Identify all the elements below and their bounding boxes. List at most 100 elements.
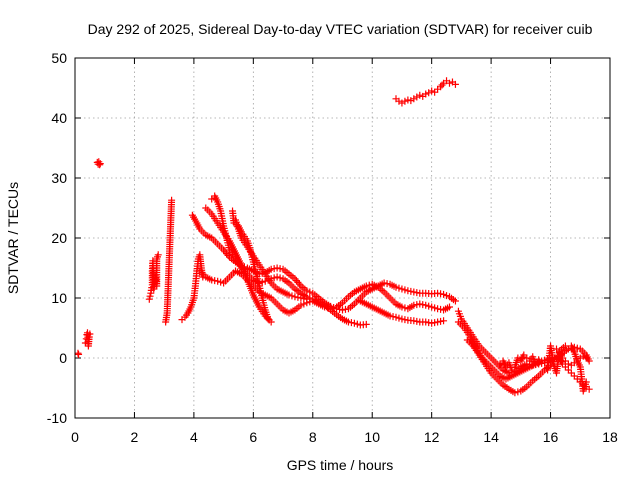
data-point xyxy=(330,304,338,312)
data-point xyxy=(297,301,305,309)
x-axis-label: GPS time / hours xyxy=(287,457,394,473)
y-tick-label: 0 xyxy=(59,350,67,366)
series-arc-05 xyxy=(162,196,176,326)
data-point xyxy=(570,372,578,380)
data-point xyxy=(431,304,439,312)
data-point xyxy=(208,195,216,203)
data-point xyxy=(511,389,519,397)
data-point xyxy=(561,363,569,371)
data-point xyxy=(496,360,504,368)
data-point xyxy=(303,287,311,295)
data-point xyxy=(154,251,162,259)
series-arc-21 xyxy=(544,342,590,395)
y-tick-label: 20 xyxy=(51,230,67,246)
data-point xyxy=(258,278,266,286)
data-point xyxy=(306,288,314,296)
x-tick-label: 4 xyxy=(190,429,198,445)
data-point xyxy=(168,196,176,204)
data-point xyxy=(395,314,403,322)
data-point xyxy=(561,342,569,350)
data-point xyxy=(350,319,358,327)
x-tick-label: 8 xyxy=(309,429,317,445)
data-point xyxy=(303,295,311,303)
x-tick-label: 16 xyxy=(543,429,559,445)
x-tick-label: 0 xyxy=(71,429,79,445)
x-tick-label: 2 xyxy=(131,429,139,445)
data-point xyxy=(392,313,400,321)
data-point xyxy=(416,91,424,99)
x-tick-label: 12 xyxy=(424,429,440,445)
data-point xyxy=(428,303,436,311)
data-point xyxy=(214,277,222,285)
data-point xyxy=(451,80,459,88)
data-point xyxy=(561,357,569,365)
data-point xyxy=(267,318,275,326)
data-point xyxy=(505,369,513,377)
plot-frame xyxy=(74,57,611,419)
series-arc-17 xyxy=(463,336,555,397)
chart-title: Day 292 of 2025, Sidereal Day-to-day VTE… xyxy=(88,21,593,37)
data-point xyxy=(398,285,406,293)
data-point xyxy=(446,303,453,311)
series-arc-01 xyxy=(74,349,83,358)
data-point xyxy=(446,79,453,87)
x-tick-label: 10 xyxy=(364,429,380,445)
y-tick-label: 50 xyxy=(51,50,67,66)
data-point xyxy=(523,354,531,362)
data-point xyxy=(428,87,436,95)
data-point xyxy=(582,354,590,362)
x-tick-label: 6 xyxy=(249,429,257,445)
series-arc-02 xyxy=(81,329,94,350)
data-point xyxy=(75,350,83,358)
data-point xyxy=(520,351,528,359)
data-point xyxy=(321,303,329,311)
series-arc-18 xyxy=(496,351,543,374)
data-point xyxy=(145,295,153,303)
data-point xyxy=(451,297,459,305)
data-point xyxy=(425,302,433,310)
data-point xyxy=(362,282,370,290)
y-tick-label: 10 xyxy=(51,290,67,306)
series-arc-13 xyxy=(356,297,448,327)
data-point xyxy=(327,305,335,313)
data-point xyxy=(398,303,406,311)
data-point xyxy=(535,356,543,364)
data-point xyxy=(86,330,94,338)
data-point xyxy=(564,366,572,374)
data-point xyxy=(422,90,430,98)
series-arc-04 xyxy=(145,251,162,303)
data-point xyxy=(422,301,430,309)
data-point xyxy=(564,345,572,353)
data-point xyxy=(96,160,104,168)
data-point xyxy=(443,292,451,300)
data-point xyxy=(401,97,409,105)
y-tick-label: 30 xyxy=(51,170,67,186)
y-axis-label: SDTVAR / TECUs xyxy=(5,182,21,294)
data-point xyxy=(508,366,516,374)
x-tick-label: 18 xyxy=(602,429,618,445)
series-arc-07 xyxy=(188,211,459,314)
data-point xyxy=(392,283,400,291)
series-arc-06 xyxy=(178,251,207,324)
data-point xyxy=(585,357,593,365)
data-point xyxy=(514,388,522,396)
data-point xyxy=(353,320,361,328)
data-point xyxy=(438,81,446,89)
data-point xyxy=(217,278,225,286)
data-point xyxy=(401,286,409,294)
data-point xyxy=(514,354,522,362)
data-point xyxy=(288,292,296,300)
y-tick-label: -10 xyxy=(47,410,67,426)
data-point xyxy=(582,378,590,386)
data-point xyxy=(564,360,572,368)
series-arc-14 xyxy=(392,77,459,107)
data-point xyxy=(270,274,278,282)
data-point xyxy=(276,274,284,282)
data-point xyxy=(273,273,281,281)
data-point xyxy=(362,320,370,328)
data-point xyxy=(324,304,332,312)
data-point xyxy=(146,292,154,300)
data-point xyxy=(567,369,575,377)
